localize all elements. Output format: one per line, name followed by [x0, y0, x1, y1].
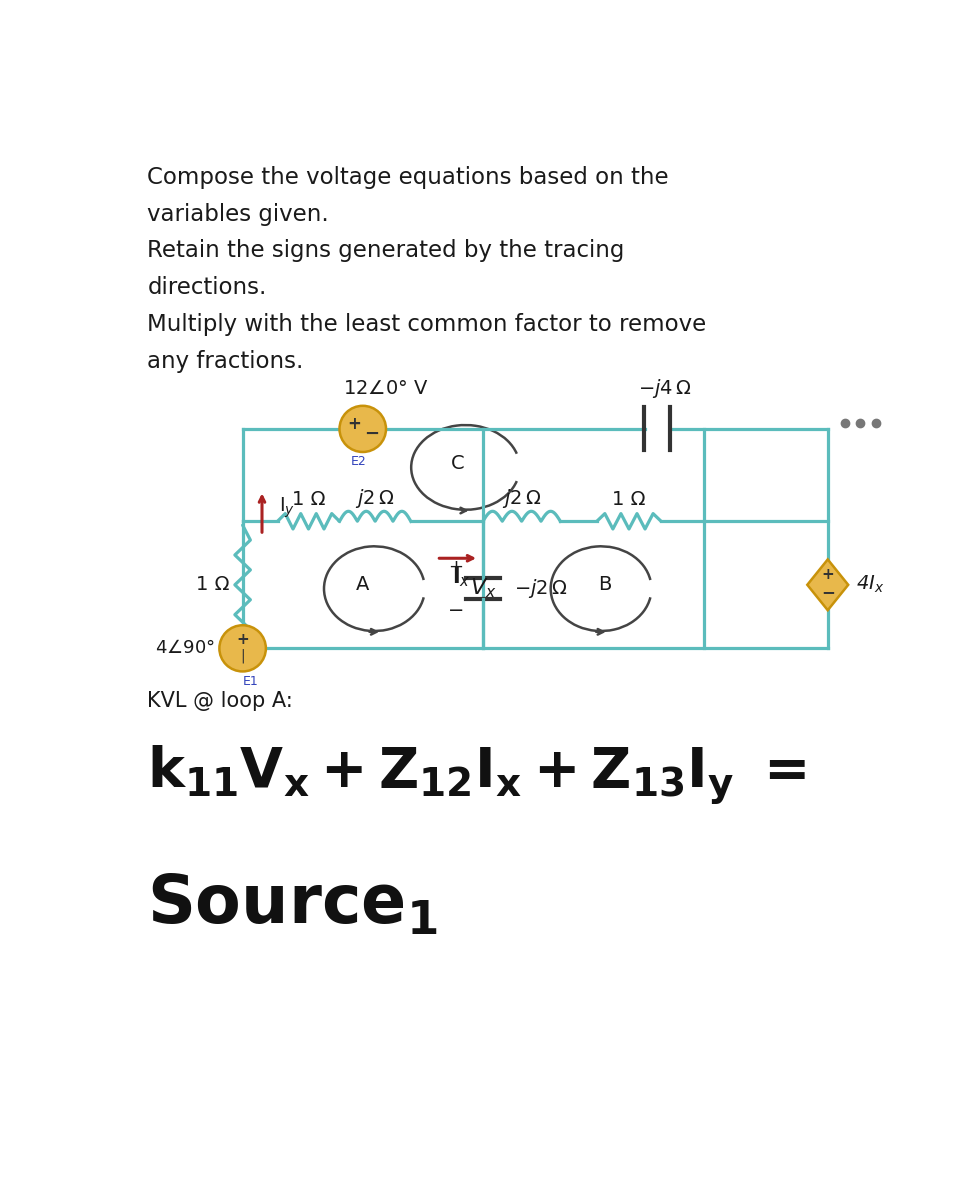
Text: +: +: [236, 631, 249, 647]
Text: E1: E1: [242, 674, 259, 688]
Text: KVL @ loop A:: KVL @ loop A:: [147, 691, 293, 710]
Text: 12$\angle$0° V: 12$\angle$0° V: [343, 379, 429, 398]
Text: $V_x$: $V_x$: [469, 577, 496, 600]
Circle shape: [339, 406, 386, 452]
Text: I$_y$: I$_y$: [279, 496, 295, 520]
Text: 1 Ω: 1 Ω: [612, 491, 646, 509]
Text: variables given.: variables given.: [147, 203, 329, 226]
Text: B: B: [598, 575, 612, 594]
Text: C: C: [451, 454, 465, 473]
Text: $j2\,\Omega$: $j2\,\Omega$: [502, 487, 541, 510]
Text: any fractions.: any fractions.: [147, 350, 304, 373]
Text: Multiply with the least common factor to remove: Multiply with the least common factor to…: [147, 313, 707, 336]
Text: −: −: [448, 601, 464, 619]
Text: E2: E2: [351, 455, 367, 468]
Text: −: −: [821, 583, 835, 601]
Text: $\mathbf{k_{11}V_x + Z_{12}I_x + Z_{13}I_y\ =}$: $\mathbf{k_{11}V_x + Z_{12}I_x + Z_{13}I…: [147, 743, 807, 805]
Text: +: +: [347, 414, 362, 432]
Circle shape: [220, 625, 266, 672]
Text: |: |: [240, 648, 245, 662]
Polygon shape: [808, 559, 849, 611]
Text: +: +: [821, 568, 834, 582]
Text: 1 Ω: 1 Ω: [292, 491, 325, 509]
Text: 4$I_x$: 4$I_x$: [857, 574, 885, 595]
Text: −: −: [364, 425, 379, 443]
Text: +: +: [448, 558, 464, 576]
Text: 1 Ω: 1 Ω: [196, 575, 230, 594]
Text: $-j4\,\Omega$: $-j4\,\Omega$: [638, 377, 692, 401]
Text: A: A: [356, 575, 369, 594]
Text: $\mathbf{I}_x$: $\mathbf{I}_x$: [452, 565, 471, 589]
Text: directions.: directions.: [147, 276, 267, 300]
Text: $j2\,\Omega$: $j2\,\Omega$: [356, 487, 395, 510]
Text: $\mathbf{Source_1}$: $\mathbf{Source_1}$: [147, 871, 438, 937]
Text: 4$\angle$90° V: 4$\angle$90° V: [155, 640, 234, 658]
Text: $-j2\,\Omega$: $-j2\,\Omega$: [514, 577, 567, 600]
Text: Compose the voltage equations based on the: Compose the voltage equations based on t…: [147, 166, 669, 188]
Text: Retain the signs generated by the tracing: Retain the signs generated by the tracin…: [147, 240, 624, 263]
